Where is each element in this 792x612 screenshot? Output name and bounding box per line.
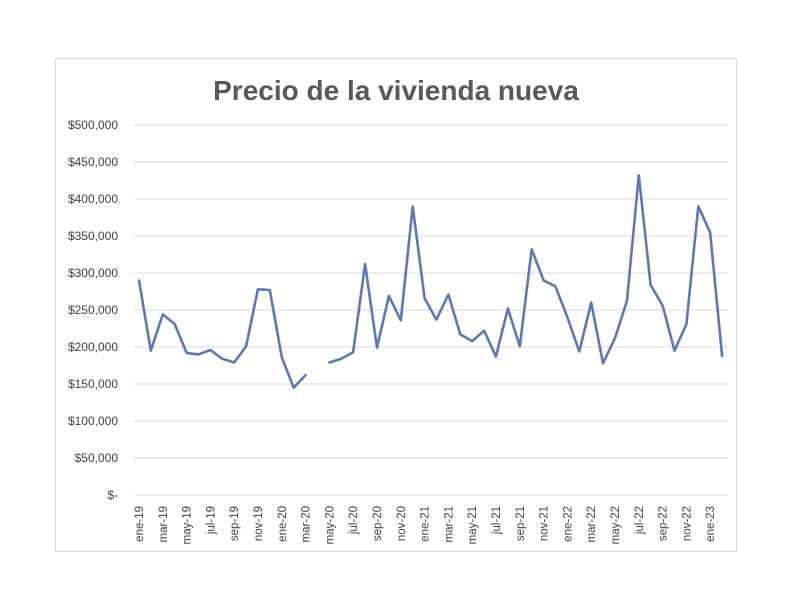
y-tick-label: $50,000 bbox=[75, 451, 119, 465]
x-tick-label: may-22 bbox=[610, 506, 622, 544]
x-tick-label: nov-19 bbox=[253, 506, 265, 541]
x-tick-label: nov-22 bbox=[681, 506, 693, 541]
y-tick-label: $300,000 bbox=[68, 266, 118, 280]
y-tick-label: $500,000 bbox=[68, 118, 118, 132]
series-line bbox=[137, 279, 307, 390]
chart-title: Precio de la vivienda nueva bbox=[213, 75, 579, 106]
x-tick-label: jul-21 bbox=[491, 506, 503, 535]
y-tick-label: $250,000 bbox=[68, 303, 118, 317]
x-tick-label: sep-21 bbox=[515, 506, 527, 541]
x-tick-label: jul-22 bbox=[634, 506, 646, 535]
x-tick-label: may-20 bbox=[324, 506, 336, 544]
x-tick-label: mar-20 bbox=[301, 506, 313, 542]
x-tick-label: sep-22 bbox=[658, 506, 670, 541]
y-tick-label: $- bbox=[107, 488, 118, 502]
x-tick-label: mar-19 bbox=[158, 506, 170, 542]
x-tick-label: jul-19 bbox=[205, 506, 217, 535]
x-tick-label: ene-19 bbox=[134, 506, 146, 542]
y-axis-tick-labels: $- $50,000 $100,000 $150,000 $200,000 $250,00… bbox=[68, 118, 118, 502]
x-tick-label: sep-19 bbox=[229, 506, 241, 541]
x-tick-label: sep-20 bbox=[372, 506, 384, 541]
x-tick-label: nov-20 bbox=[396, 506, 408, 541]
x-tick-label: ene-22 bbox=[562, 506, 574, 542]
y-tick-label: $400,000 bbox=[68, 192, 118, 206]
x-tick-label: may-21 bbox=[467, 506, 479, 544]
x-axis-tick-labels: ene-19 mar-19 may-19 jul-19 sep-19 nov-19 ene-… bbox=[134, 506, 717, 544]
series-line bbox=[328, 174, 724, 365]
series bbox=[137, 174, 724, 390]
x-tick-label: mar-22 bbox=[586, 506, 598, 542]
y-tick-label: $450,000 bbox=[68, 155, 118, 169]
x-tick-label: ene-20 bbox=[277, 506, 289, 542]
x-tick-label: ene-23 bbox=[705, 506, 717, 542]
line-chart: Precio de la vivienda nueva $- $50,000 $10… bbox=[68, 75, 728, 544]
y-tick-label: $350,000 bbox=[68, 229, 118, 243]
x-tick-label: ene-21 bbox=[420, 506, 432, 542]
y-tick-label: $150,000 bbox=[68, 377, 118, 391]
y-tick-label: $200,000 bbox=[68, 340, 118, 354]
x-tick-label: nov-21 bbox=[539, 506, 551, 541]
x-tick-label: jul-20 bbox=[348, 506, 360, 535]
chart-frame: Precio de la vivienda nueva $- $50,000 $10… bbox=[55, 58, 737, 552]
y-tick-label: $100,000 bbox=[68, 414, 118, 428]
x-tick-label: mar-21 bbox=[443, 506, 455, 542]
x-tick-label: may-19 bbox=[182, 506, 194, 544]
